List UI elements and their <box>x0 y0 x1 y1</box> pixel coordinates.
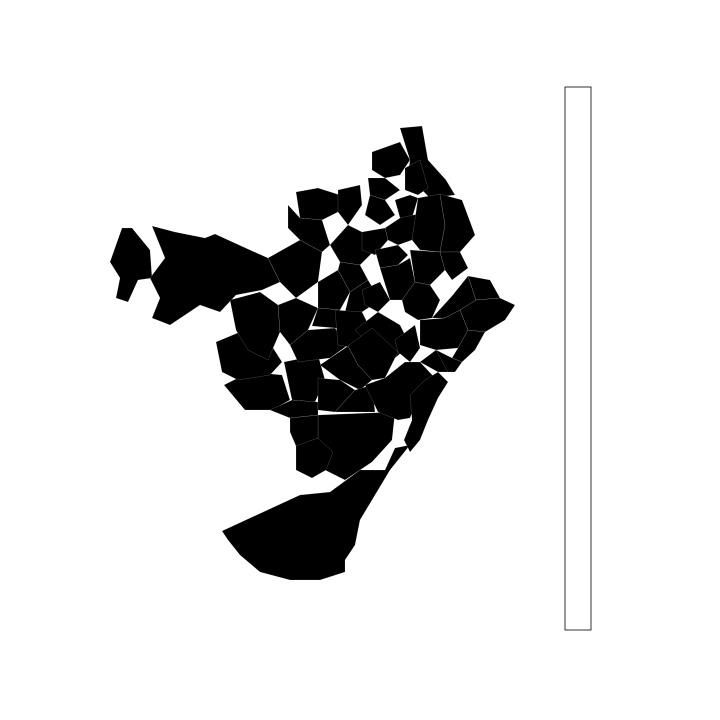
barrio <box>229 291 281 361</box>
barrio <box>364 194 396 226</box>
colorbar <box>564 86 592 631</box>
barrio <box>459 297 516 333</box>
barrio <box>337 184 363 226</box>
barrio <box>394 194 419 219</box>
coast-line <box>380 470 388 590</box>
colorbar-gradient <box>564 86 592 631</box>
barrio <box>435 349 463 373</box>
barrio <box>439 251 469 281</box>
barrio <box>404 159 429 196</box>
barrio <box>401 281 441 321</box>
barrio <box>371 141 411 179</box>
barrio <box>409 249 446 286</box>
barrio <box>361 227 389 256</box>
barrio <box>367 177 401 201</box>
barrio <box>403 371 449 453</box>
barrio <box>267 239 323 299</box>
barrio <box>374 244 409 269</box>
barrio <box>361 281 391 313</box>
barrio <box>149 225 281 326</box>
barcelona-neighbourhood-map <box>109 125 516 590</box>
barrio <box>295 187 341 221</box>
barrio <box>317 269 351 311</box>
barrio <box>394 324 421 363</box>
barrio <box>109 227 153 303</box>
barrio <box>287 204 331 253</box>
barrio <box>289 414 319 447</box>
barrio <box>411 193 446 253</box>
barrio <box>439 193 476 253</box>
